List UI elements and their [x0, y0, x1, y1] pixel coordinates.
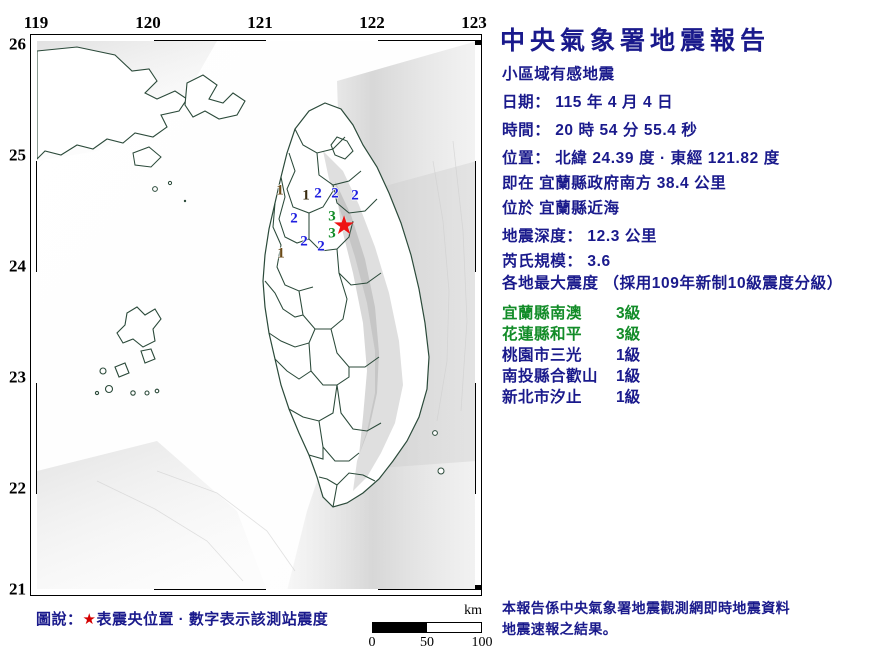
- report-subtitle: 小區域有感地震: [502, 66, 615, 83]
- report-region: 位於 宜蘭縣近海: [502, 200, 620, 217]
- scale-tick-50: 50: [420, 635, 434, 650]
- map-frame: 1 1 2 2 2 2 3 3 2 2 1 ★: [30, 34, 482, 596]
- scale-bar-track: [372, 622, 482, 633]
- legend-star-icon: ★: [82, 611, 97, 628]
- intensity-value: 3級: [616, 326, 641, 343]
- intensity-place: 宜蘭縣南澳: [502, 305, 583, 322]
- intensity-value: 1級: [616, 368, 641, 385]
- report-panel: 中央氣象署地震報告 小區域有感地震 日期： 115 年 4 月 4 日 時間： …: [496, 0, 880, 660]
- intensity-value: 1級: [616, 347, 641, 364]
- lat-tick-21: 21: [9, 579, 26, 599]
- lat-tick-24: 24: [9, 256, 26, 276]
- legend-label-text: 表震央位置 · 數字表示該測站震度: [96, 611, 329, 628]
- county-boundaries: [264, 128, 382, 508]
- map-panel: 119 120 121 122 123 26 25 24 23 22 21: [9, 13, 493, 650]
- intensity-place: 新北市汐止: [502, 389, 583, 406]
- map-legend: 圖說：★表震央位置 · 數字表示該測站震度: [36, 608, 328, 629]
- lat-tick-26: 26: [9, 34, 26, 54]
- scale-bar-fill: [373, 623, 427, 632]
- intensity-place: 南投縣合歡山: [502, 368, 599, 385]
- lon-tick-123: 123: [461, 13, 487, 32]
- report-depth: 地震深度： 12.3 公里: [502, 228, 658, 245]
- lat-tick-25: 25: [9, 145, 26, 165]
- penghu-islands: [94, 306, 162, 396]
- scale-unit-label: km: [464, 603, 482, 618]
- footer-line-1: 本報告係中央氣象署地震觀測網即時地震資料: [502, 600, 790, 616]
- map-canvas: 1 1 2 2 2 2 3 3 2 2 1 ★: [37, 41, 475, 589]
- mainland-coast: [37, 46, 188, 160]
- lon-tick-120: 120: [135, 13, 161, 32]
- lon-tick-122: 122: [359, 13, 385, 32]
- report-date: 日期： 115 年 4 月 4 日: [502, 94, 674, 111]
- legend-label-prefix: 圖說：: [36, 611, 83, 628]
- lat-tick-22: 22: [9, 478, 26, 498]
- report-footer: 本報告係中央氣象署地震觀測網即時地震資料 地震速報之結果。: [502, 598, 790, 640]
- lon-tick-121: 121: [247, 13, 273, 32]
- report-relative-loc: 即在 宜蘭縣政府南方 38.4 公里: [502, 175, 727, 192]
- intensity-value: 3級: [616, 305, 641, 322]
- footer-line-2: 地震速報之結果。: [502, 621, 618, 637]
- map-geometry: [37, 41, 475, 589]
- report-position: 位置： 北緯 24.39 度 · 東經 121.82 度: [502, 150, 780, 167]
- scale-tick-100: 100: [471, 635, 493, 650]
- intensity-place: 花蓮縣和平: [502, 326, 583, 343]
- page-title: 中央氣象署地震報告: [500, 27, 771, 55]
- intensity-place: 桃園市三光: [502, 347, 583, 364]
- lon-tick-119: 119: [23, 13, 49, 32]
- lat-tick-23: 23: [9, 367, 26, 387]
- epicenter-star-icon: ★: [332, 210, 356, 240]
- scale-tick-0: 0: [368, 635, 376, 650]
- report-magnitude: 芮氏規模： 3.6: [502, 253, 611, 270]
- intensity-value: 1級: [616, 389, 641, 406]
- intensity-table-heading: 各地最大震度 （採用109年新制10級震度分級）: [502, 275, 843, 292]
- report-time: 時間： 20 時 54 分 55.4 秒: [502, 122, 698, 139]
